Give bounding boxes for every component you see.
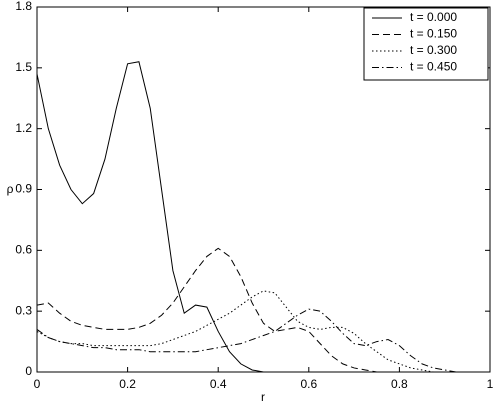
y-axis-label: ρ: [7, 182, 14, 196]
legend-label: t = 0.300: [410, 43, 457, 57]
y-tick-label: 1.2: [15, 121, 32, 135]
x-tick-label: 0.6: [300, 377, 317, 391]
x-tick-label: 0.8: [391, 377, 408, 391]
data-line: [36, 247, 490, 373]
x-axis-label: r: [261, 390, 265, 404]
data-line: [36, 290, 490, 373]
y-tick-label: 1.5: [15, 60, 32, 74]
y-tick-label: 0.9: [15, 182, 32, 196]
x-tick-label: 0.2: [119, 377, 136, 391]
x-tick-label: 0: [34, 377, 41, 391]
legend-label: t = 0.000: [410, 10, 457, 24]
data-line: [36, 61, 490, 373]
legend-box: [363, 7, 489, 81]
y-tick-label: 0.3: [15, 303, 32, 317]
x-tick-label: 0.4: [210, 377, 227, 391]
legend-label: t = 0.150: [410, 27, 457, 41]
x-tick-label: 1: [487, 377, 494, 391]
data-line: [36, 308, 490, 373]
y-tick-label: 0: [25, 364, 32, 378]
y-tick-label: 1.8: [15, 0, 32, 13]
y-tick-label: 0.6: [15, 243, 32, 257]
legend-label: t = 0.450: [410, 60, 457, 74]
